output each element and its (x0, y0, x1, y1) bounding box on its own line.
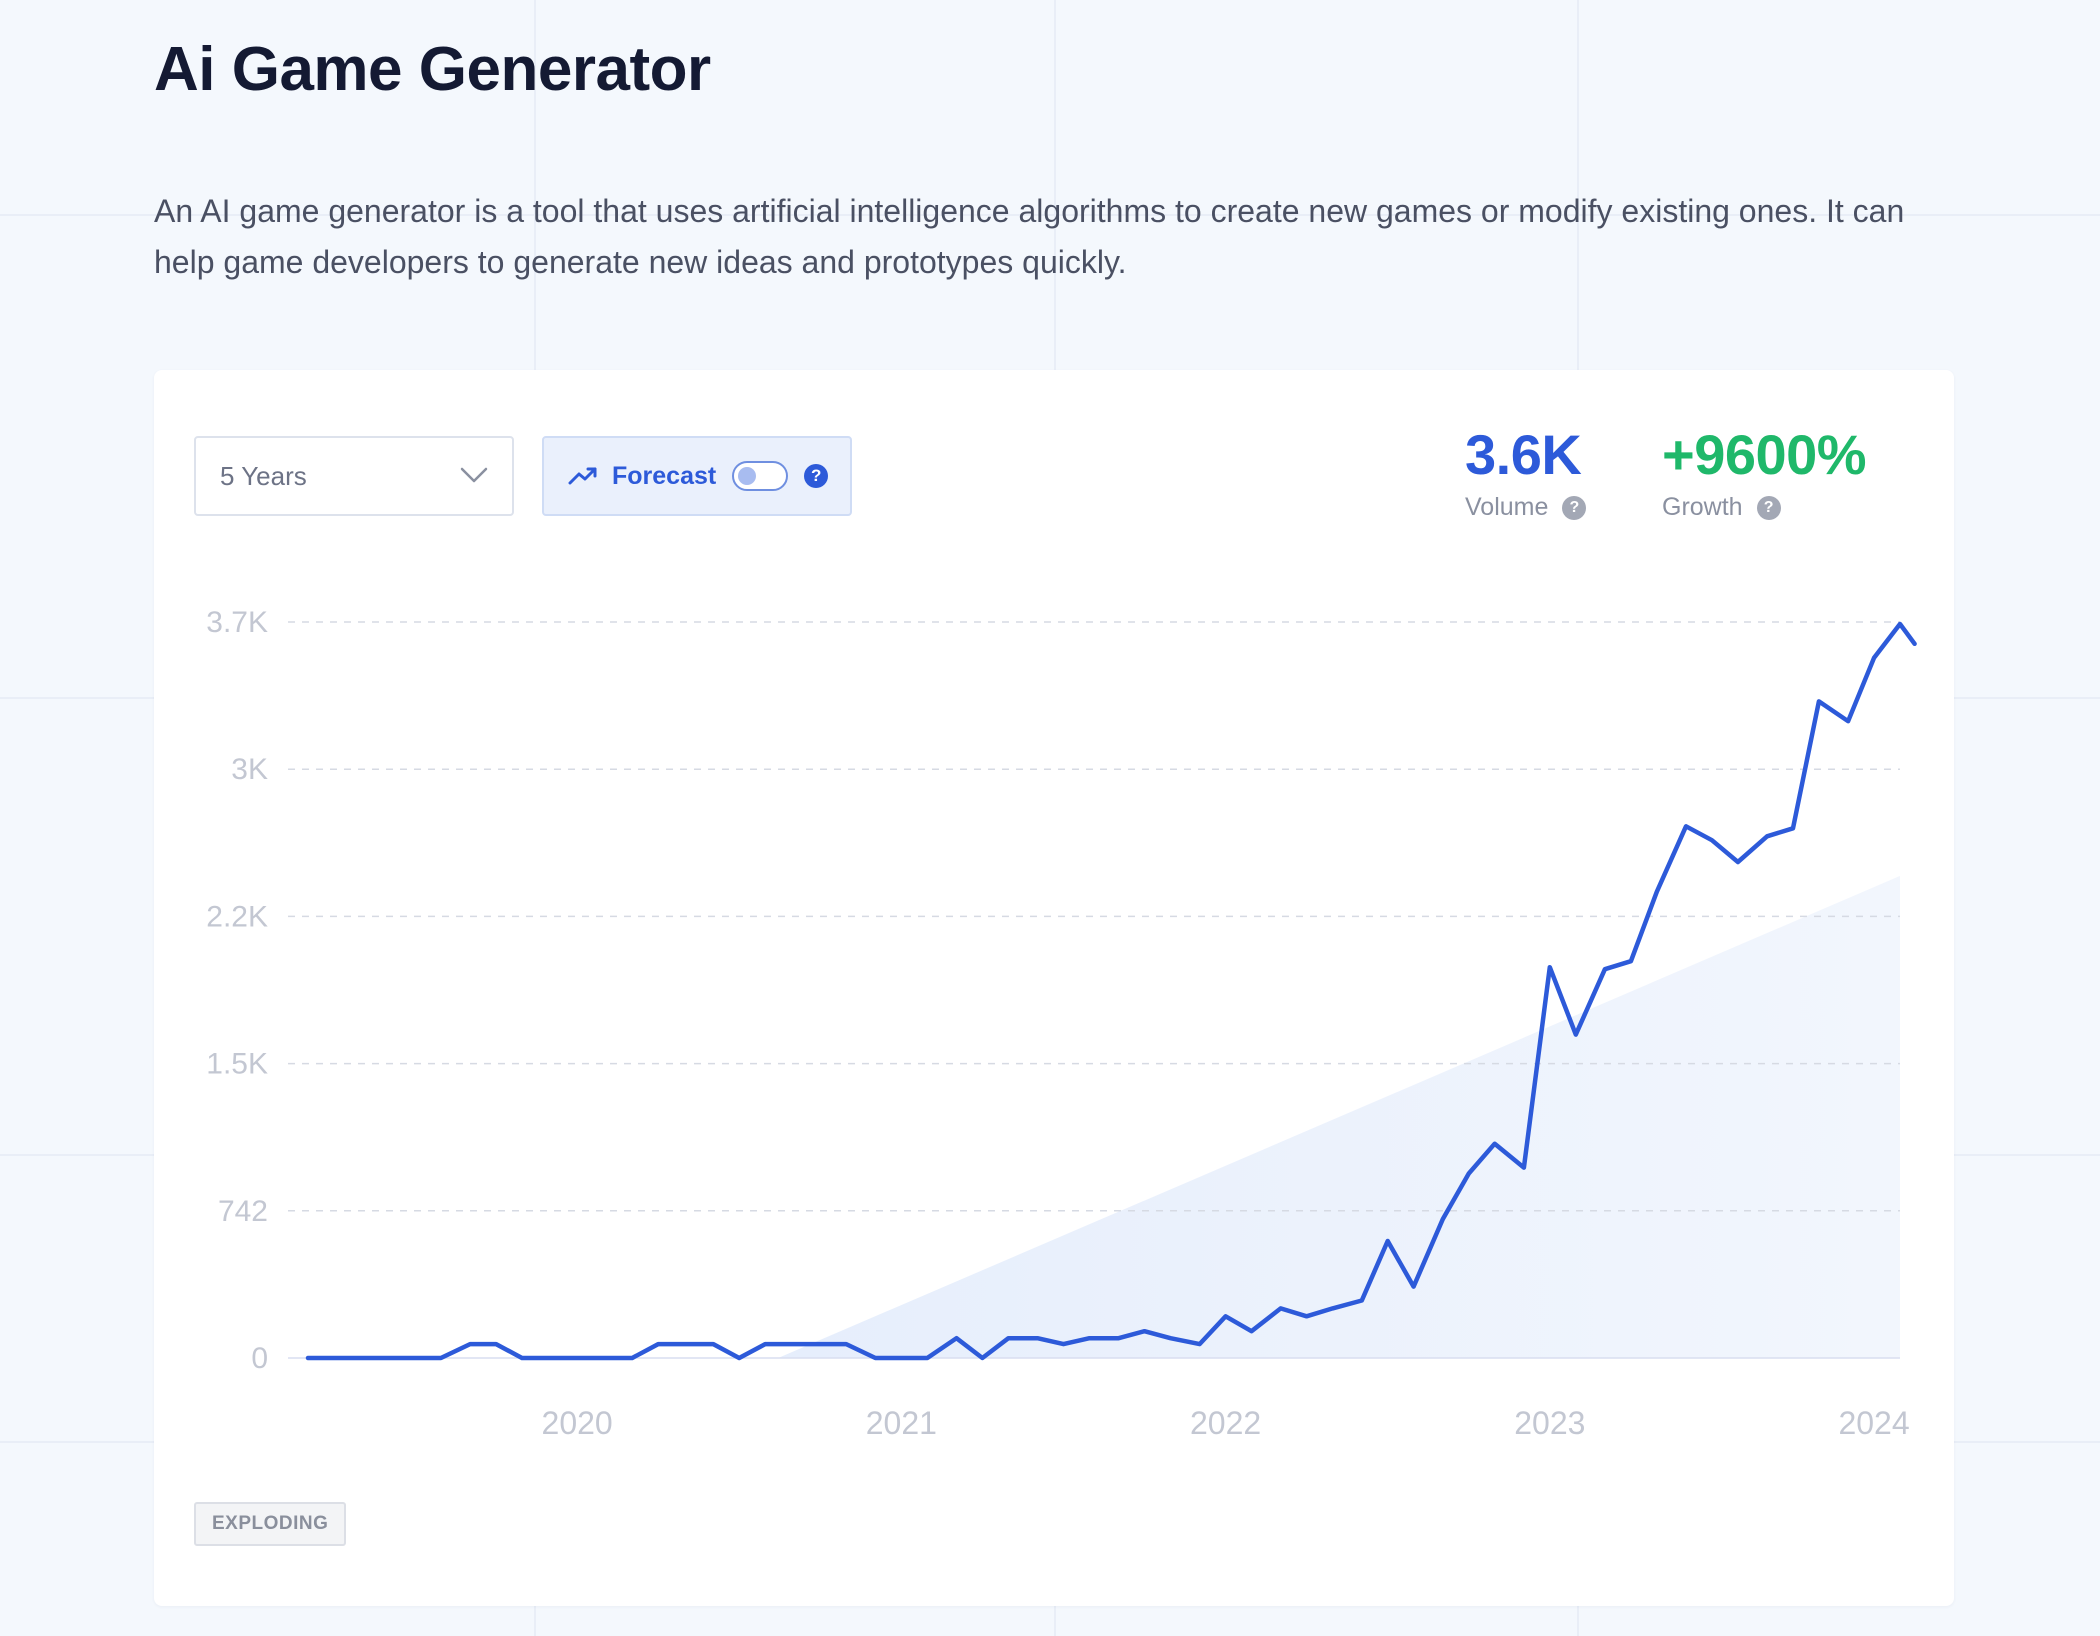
trend-card: 5 Years Forecast ? 3.6K Volume ? +9 (154, 370, 1954, 1606)
y-tick-label: 2.2K (206, 900, 268, 933)
forecast-label: Forecast (612, 461, 717, 490)
y-tick-label: 1.5K (206, 1048, 268, 1081)
forecast-switch-knob (738, 467, 757, 485)
period-select-value: 5 Years (220, 460, 307, 491)
x-tick-label: 2023 (1514, 1405, 1585, 1441)
growth-label: Growth (1662, 493, 1743, 521)
y-tick-label: 742 (218, 1195, 268, 1228)
growth-help-icon[interactable]: ? (1756, 495, 1781, 520)
y-tick-label: 3.7K (206, 606, 268, 639)
volume-value: 3.6K (1465, 423, 1582, 486)
growth-stat: +9600% Growth ? (1662, 422, 1867, 522)
y-tick-label: 0 (251, 1342, 268, 1375)
volume-label: Volume (1465, 493, 1549, 521)
volume-help-icon[interactable]: ? (1562, 495, 1587, 520)
x-tick-label: 2020 (542, 1405, 613, 1441)
forecast-toggle-button[interactable]: Forecast ? (542, 436, 852, 516)
trend-chart: 0 742 1.5K 2.2K 3K 3.7K 2020 2021 2022 2023 2024 (206, 606, 1917, 1441)
x-tick-label: 2022 (1190, 1405, 1261, 1441)
series-line (305, 621, 1917, 1361)
page-title: Ai Game Generator (154, 35, 711, 104)
x-tick-label: 2024 (1838, 1405, 1909, 1441)
volume-stat: 3.6K Volume ? (1465, 422, 1587, 522)
forecast-switch[interactable] (732, 461, 789, 491)
period-select[interactable]: 5 Years (194, 436, 514, 516)
page-description: An AI game generator is a tool that uses… (154, 193, 1905, 280)
chevron-down-icon (460, 467, 488, 483)
trend-forecast-area (778, 875, 1900, 1358)
y-tick-label: 3K (231, 753, 268, 786)
status-badge: EXPLODING (194, 1502, 347, 1546)
growth-value: +9600% (1662, 423, 1867, 486)
x-tick-label: 2021 (866, 1405, 937, 1441)
trend-up-icon (568, 467, 597, 485)
help-icon[interactable]: ? (804, 464, 829, 488)
